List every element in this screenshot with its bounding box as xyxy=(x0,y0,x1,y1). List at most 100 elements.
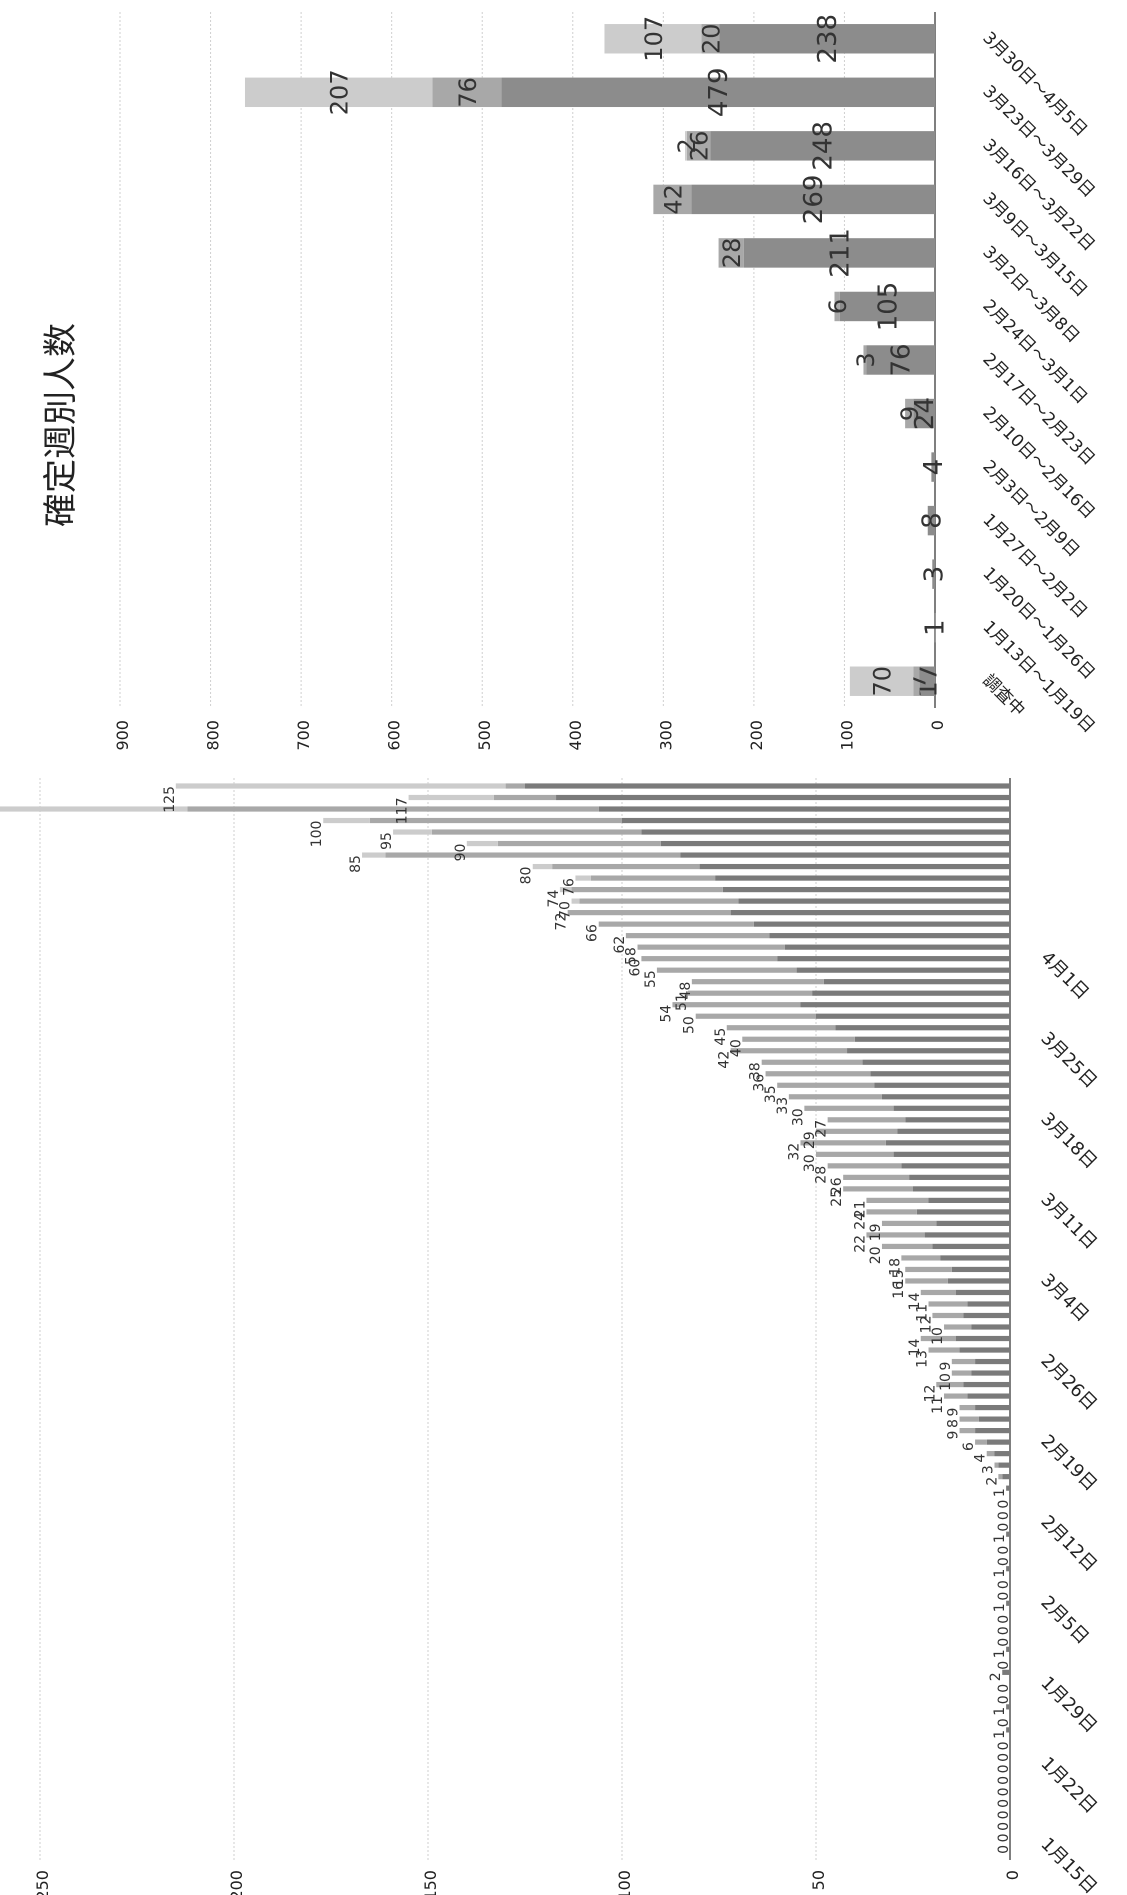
daily-data-label: 58 xyxy=(624,947,640,965)
daily-bar-segment xyxy=(532,863,553,870)
daily-category-label: 1月15日 xyxy=(1036,1834,1101,1895)
daily-bar-segment xyxy=(1002,1669,1010,1675)
weekly-data-label: 3 xyxy=(920,566,950,583)
daily-bar-segment xyxy=(928,1197,1010,1203)
weekly-bar-segment xyxy=(701,24,720,54)
daily-bar-segment xyxy=(656,967,797,973)
daily-data-label: 9 xyxy=(946,1431,962,1440)
daily-data-label: 1 xyxy=(992,1534,1008,1543)
daily-bar-segment xyxy=(687,990,813,996)
daily-bar-segment xyxy=(951,1266,1010,1273)
daily-bar-segment xyxy=(936,1220,1010,1227)
daily-bar-segment xyxy=(870,1071,1010,1077)
weekly-bar-segment xyxy=(863,345,867,375)
daily-bar-segment xyxy=(905,1278,948,1284)
daily-data-label: 0 xyxy=(996,1764,1012,1773)
daily-data-label: 54 xyxy=(658,1005,674,1023)
daily-bar-segment xyxy=(866,1209,917,1215)
daily-bar-segment xyxy=(769,933,1010,939)
weekly-data-label: 207 xyxy=(326,69,354,115)
daily-data-label: 0 xyxy=(996,1799,1012,1808)
daily-data-label: 8 xyxy=(946,1419,962,1428)
daily-bar-segment xyxy=(866,1232,925,1238)
daily-data-label: 27 xyxy=(814,1120,830,1138)
daily-bar-segment xyxy=(816,1013,1010,1019)
daily-bar-segment xyxy=(940,1255,1010,1261)
daily-data-label: 18 xyxy=(887,1258,903,1276)
weekly-data-label: 26 xyxy=(686,131,714,162)
chart-title: 確定週別人数 xyxy=(41,323,81,527)
daily-data-label: 0 xyxy=(996,1718,1012,1727)
daily-bar-segment xyxy=(796,967,1010,973)
daily-data-label: 0 xyxy=(996,1787,1012,1796)
daily-data-label: 13 xyxy=(915,1350,931,1368)
daily-axis-tick-label: 150 xyxy=(421,1870,440,1895)
daily-bar-segment xyxy=(827,1117,906,1123)
daily-bar-segment xyxy=(765,1071,871,1077)
weekly-bar-segment xyxy=(931,452,935,482)
weekly-bar-segment xyxy=(913,398,935,429)
daily-bar-segment xyxy=(559,886,572,893)
daily-data-label: 14 xyxy=(907,1292,923,1310)
daily-bar-segment xyxy=(881,1094,1010,1100)
weekly-axis-tick-label: 0 xyxy=(928,720,947,730)
daily-data-label: 60 xyxy=(627,959,643,977)
weekly-axis-tick-label: 200 xyxy=(747,720,766,751)
daily-bar-segment xyxy=(978,1416,1010,1422)
daily-data-label: 51 xyxy=(674,993,690,1011)
weekly-axis-tick-label: 500 xyxy=(475,720,494,751)
daily-data-label: 2 xyxy=(984,1477,1000,1486)
weekly-bar-segment xyxy=(501,77,935,108)
weekly-bar-segment xyxy=(710,131,935,161)
weekly-data-label: 2 xyxy=(673,138,701,153)
daily-bar-segment xyxy=(1006,1646,1010,1652)
daily-bar-segment xyxy=(777,1082,875,1088)
daily-bar-segment xyxy=(862,1059,1010,1065)
daily-data-label: 0 xyxy=(996,1741,1012,1750)
daily-data-label: 62 xyxy=(612,936,628,954)
daily-data-label: 0 xyxy=(996,1695,1012,1704)
weekly-bar-segment xyxy=(849,666,914,696)
daily-bar-segment xyxy=(835,1025,1010,1031)
daily-bar-segment xyxy=(866,1197,929,1203)
weekly-bar-segment xyxy=(685,131,687,161)
daily-bar-segment xyxy=(963,1381,1010,1388)
daily-bar-segment xyxy=(816,1151,894,1157)
daily-bar-segment xyxy=(975,1428,1010,1434)
daily-data-label: 0 xyxy=(996,1592,1012,1601)
daily-bar-segment xyxy=(955,1335,1010,1342)
daily-bar-segment xyxy=(323,817,370,824)
weekly-category-label: 3月2日～3月8日 xyxy=(978,242,1083,347)
daily-data-label: 12 xyxy=(918,1316,934,1334)
daily-bar-segment xyxy=(571,898,580,904)
weekly-category-label: 2月3日～2月9日 xyxy=(978,456,1083,561)
daily-bar-segment xyxy=(893,1151,1010,1157)
weekly-bar-segment xyxy=(718,238,744,268)
daily-bar-segment xyxy=(959,1416,979,1422)
daily-bar-segment xyxy=(944,1324,972,1330)
weekly-bar-segment xyxy=(691,184,935,215)
weekly-data-label: 4 xyxy=(919,459,949,476)
daily-data-label: 48 xyxy=(678,982,694,1000)
daily-bar-segment xyxy=(777,956,1010,962)
daily-bar-segment xyxy=(788,1094,882,1100)
daily-bar-segment xyxy=(800,1002,1010,1008)
daily-bar-segment xyxy=(637,944,785,950)
weekly-data-label: 9 xyxy=(896,406,924,421)
daily-category-label: 2月26日 xyxy=(1036,1350,1101,1415)
daily-bar-segment xyxy=(641,956,778,962)
weekly-data-label: 105 xyxy=(873,282,903,332)
daily-bar-segment xyxy=(175,783,506,789)
daily-data-label: 0 xyxy=(996,1845,1012,1854)
weekly-bar-segment xyxy=(927,505,935,536)
daily-bar-segment xyxy=(920,1335,956,1342)
daily-bar-segment xyxy=(579,898,739,904)
daily-bar-segment xyxy=(408,794,494,801)
daily-bar-segment xyxy=(575,875,591,881)
daily-category-label: 3月4日 xyxy=(1036,1270,1093,1327)
daily-data-label: 25 xyxy=(829,1189,845,1207)
daily-data-label: 6 xyxy=(961,1442,977,1451)
daily-data-label: 10 xyxy=(930,1327,946,1345)
daily-data-label: 26 xyxy=(829,1177,845,1195)
